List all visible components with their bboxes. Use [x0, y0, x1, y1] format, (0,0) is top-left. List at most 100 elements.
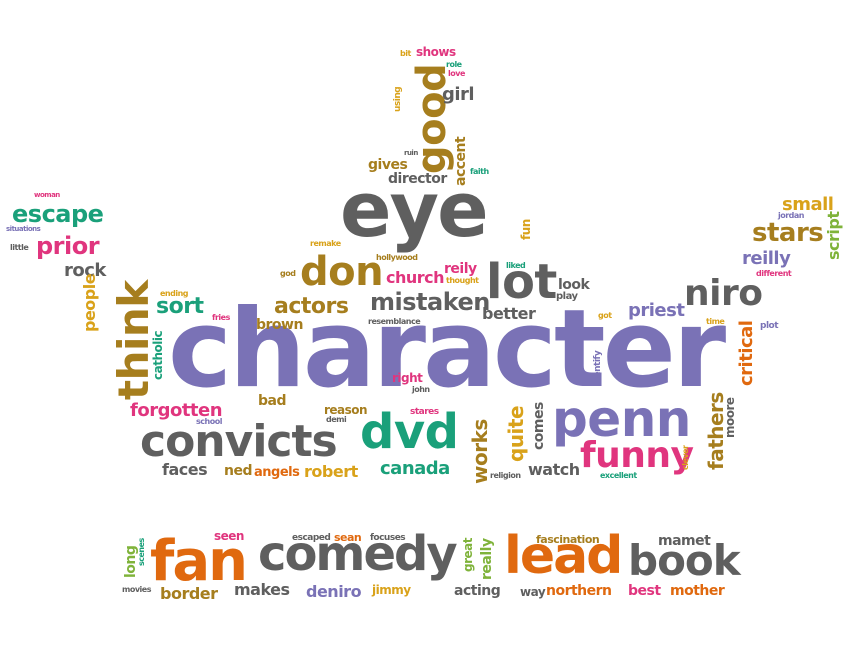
word-priest: priest	[628, 300, 685, 321]
word-woman: woman	[34, 191, 60, 199]
word-reilly: reilly	[742, 248, 791, 269]
word-situations: situations	[6, 225, 41, 233]
word-shows: shows	[416, 45, 456, 59]
word-different: different	[756, 269, 792, 278]
word-using: using	[393, 86, 403, 112]
word-clever: clever	[681, 445, 690, 471]
word-way: way	[520, 585, 546, 599]
word-critical: critical	[736, 320, 757, 386]
word-director: director	[388, 171, 447, 187]
word-good: good	[409, 63, 455, 174]
word-fascination: fascination	[536, 533, 600, 546]
word-jimmy: jimmy	[372, 583, 411, 597]
word-girl: girl	[442, 84, 475, 105]
word-remake: remake	[310, 239, 341, 248]
word-hollywood: hollywood	[376, 253, 418, 262]
word-makes: makes	[234, 580, 290, 599]
word-escape: escape	[12, 200, 104, 228]
word-john: john	[412, 385, 430, 394]
word-prior: prior	[36, 232, 100, 260]
word-escaped: escaped	[292, 533, 331, 543]
word-angels: angels	[254, 465, 300, 480]
word-resemblance: resemblance	[368, 317, 421, 326]
word-robert: robert	[304, 462, 358, 481]
word-really: really	[479, 538, 495, 580]
word-actors: actors	[274, 294, 349, 319]
word-role: role	[446, 60, 462, 69]
word-rock: rock	[64, 260, 106, 281]
word-stares: stares	[410, 407, 439, 417]
word-mamet: mamet	[658, 533, 711, 549]
word-ned: ned	[224, 463, 252, 479]
word-better: better	[482, 304, 536, 323]
word-works: works	[468, 419, 492, 484]
word-northern: northern	[546, 583, 612, 599]
word-niro: niro	[684, 273, 763, 314]
word-mother: mother	[670, 583, 725, 599]
word-play: play	[556, 291, 578, 302]
word-faith: faith	[470, 167, 489, 176]
word-demi: demi	[326, 415, 347, 424]
word-forgotten: forgotten	[130, 400, 223, 421]
word-ending: ending	[160, 289, 189, 298]
word-reily: reily	[444, 261, 477, 277]
word-little: little	[10, 243, 29, 252]
word-script: script	[824, 211, 843, 260]
word-look: look	[558, 277, 590, 293]
word-bad: bad	[258, 393, 287, 409]
word-liked: liked	[506, 261, 526, 270]
word-border: border	[160, 584, 218, 603]
word-fun: fun	[519, 219, 533, 240]
word-time: time	[706, 317, 725, 326]
word-stars: stars	[752, 218, 824, 248]
word-jordan: jordan	[778, 211, 805, 220]
word-quite: quite	[504, 405, 528, 462]
word-watch: watch	[528, 460, 580, 479]
word-long: long	[123, 545, 139, 578]
word-religion: religion	[490, 471, 521, 480]
word-seen: seen	[214, 529, 244, 543]
word-love: love	[448, 69, 465, 78]
word-lot: lot	[486, 254, 557, 310]
word-ruin: ruin	[404, 149, 418, 157]
word-right: right	[392, 371, 423, 385]
word-got: got	[598, 311, 612, 320]
word-moore: moore	[723, 397, 737, 438]
word-gives: gives	[368, 157, 408, 173]
word-movies: movies	[122, 585, 151, 594]
word-faces: faces	[162, 460, 208, 479]
word-acting: acting	[454, 583, 501, 599]
word-comes: comes	[531, 402, 547, 450]
word-people: people	[80, 273, 99, 332]
word-school: school	[196, 417, 222, 426]
word-plot: plot	[760, 321, 779, 331]
word-funny: funny	[580, 435, 694, 476]
word-accent: accent	[453, 136, 469, 186]
word-don: don	[300, 249, 384, 295]
word-eye: eye	[340, 165, 489, 254]
word-scenes: scenes	[137, 538, 146, 566]
word-focuses: focuses	[370, 533, 406, 543]
word-excellent: excellent	[600, 471, 637, 480]
word-dvd: dvd	[360, 404, 459, 460]
word-fan: fan	[150, 529, 248, 594]
word-best: best	[628, 583, 661, 599]
word-thought: thought	[446, 276, 479, 285]
word-mistaken: mistaken	[370, 288, 490, 316]
word-book: book	[628, 536, 741, 585]
word-character: character	[168, 287, 726, 412]
word-sean: sean	[334, 531, 362, 544]
word-bit: bit	[400, 49, 411, 58]
word-god: god	[280, 269, 296, 278]
word-convicts: convicts	[140, 416, 338, 467]
word-church: church	[386, 268, 445, 287]
word-canada: canada	[380, 458, 450, 479]
word-brown: brown	[256, 317, 303, 333]
word-comedy: comedy	[258, 526, 458, 582]
word-small: small	[782, 194, 834, 215]
word-great: great	[461, 538, 475, 572]
word-penn: penn	[552, 390, 691, 448]
word-fries: fries	[212, 313, 230, 322]
word-catholic: catholic	[151, 330, 165, 380]
